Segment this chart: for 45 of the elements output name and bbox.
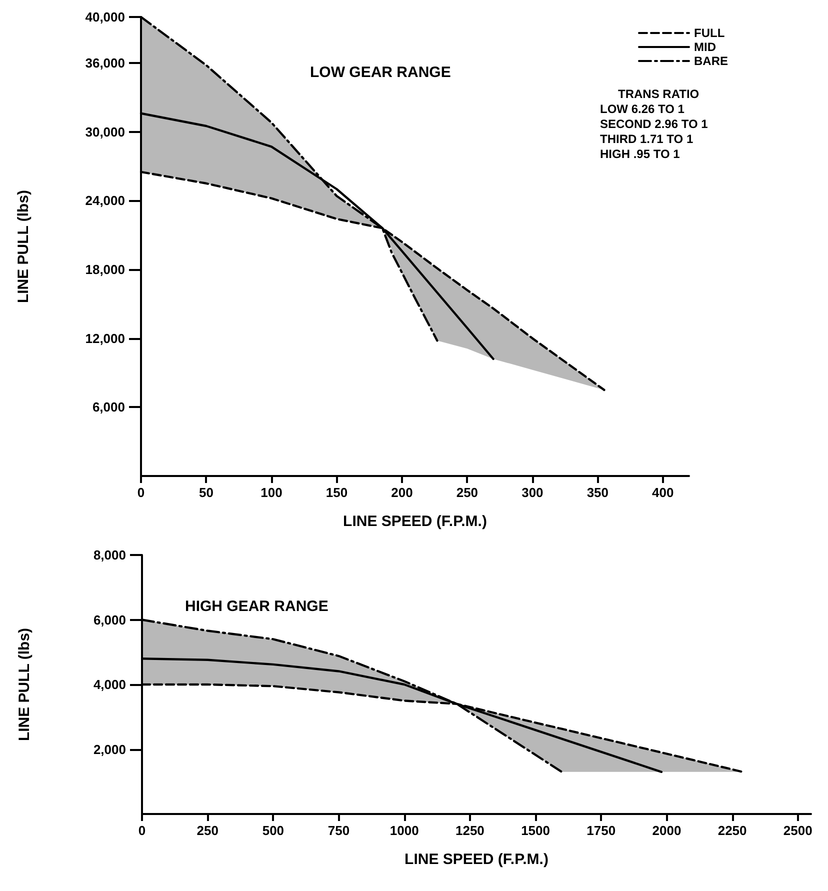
y-tick-label: 30,000 — [85, 124, 125, 140]
legend-label: MID — [694, 40, 716, 54]
y-tick-label: 18,000 — [85, 262, 125, 277]
x-tick-label: 50 — [199, 485, 214, 500]
x-tick-label: 1500 — [521, 823, 550, 838]
x-tick-label: 2000 — [652, 823, 682, 838]
y-tick-label: 36,000 — [85, 55, 125, 70]
y-axis-title: LINE PULL (lbs) — [16, 628, 33, 742]
x-tick-label: 300 — [522, 485, 544, 500]
x-tick-label: 0 — [137, 485, 145, 500]
x-tick-label: 750 — [328, 823, 350, 838]
annotation: HIGH .95 TO 1 — [600, 147, 680, 161]
y-tick-label: 4,000 — [93, 677, 126, 692]
y-tick-label: 2,000 — [93, 742, 126, 757]
annotation: SECOND 2.96 TO 1 — [600, 117, 708, 131]
legend-label: FULL — [694, 26, 725, 40]
x-tick-label: 100 — [260, 485, 282, 500]
x-axis-title: LINE SPEED (F.P.M.) — [404, 851, 548, 868]
x-tick-label: 0 — [138, 823, 146, 838]
annotation: LOW 6.26 TO 1 — [600, 102, 685, 116]
x-tick-label: 250 — [196, 823, 218, 838]
y-tick-label: 12,000 — [85, 330, 125, 346]
x-tick-label: 150 — [326, 485, 348, 500]
y-tick-label: 6,000 — [92, 400, 125, 415]
x-tick-label: 400 — [652, 485, 674, 500]
x-tick-label: 350 — [586, 485, 609, 500]
y-axis-title: LINE PULL (lbs) — [15, 190, 32, 304]
annotation: THIRD 1.71 TO 1 — [600, 132, 694, 146]
y-tick-label: 8,000 — [93, 548, 126, 562]
x-tick-label: 1750 — [586, 823, 616, 838]
y-tick-label: 40,000 — [85, 10, 125, 24]
x-axis-title: LINE SPEED (F.P.M.) — [343, 513, 487, 530]
x-tick-label: 250 — [456, 485, 478, 500]
legend-label: BARE — [694, 54, 728, 68]
x-tick-label: 2500 — [783, 823, 812, 838]
x-tick-label: 2250 — [718, 823, 747, 838]
y-tick-label: 6,000 — [93, 612, 126, 628]
annotation: TRANS RATIO — [618, 87, 700, 101]
x-tick-label: 200 — [391, 485, 413, 500]
text: HIGH GEAR RANGE — [185, 598, 328, 615]
x-tick-label: 1000 — [390, 823, 419, 838]
x-tick-label: 1250 — [455, 823, 484, 838]
y-tick-label: 24,000 — [85, 193, 125, 208]
text: LOW GEAR RANGE — [310, 64, 451, 81]
x-tick-label: 500 — [262, 823, 284, 838]
